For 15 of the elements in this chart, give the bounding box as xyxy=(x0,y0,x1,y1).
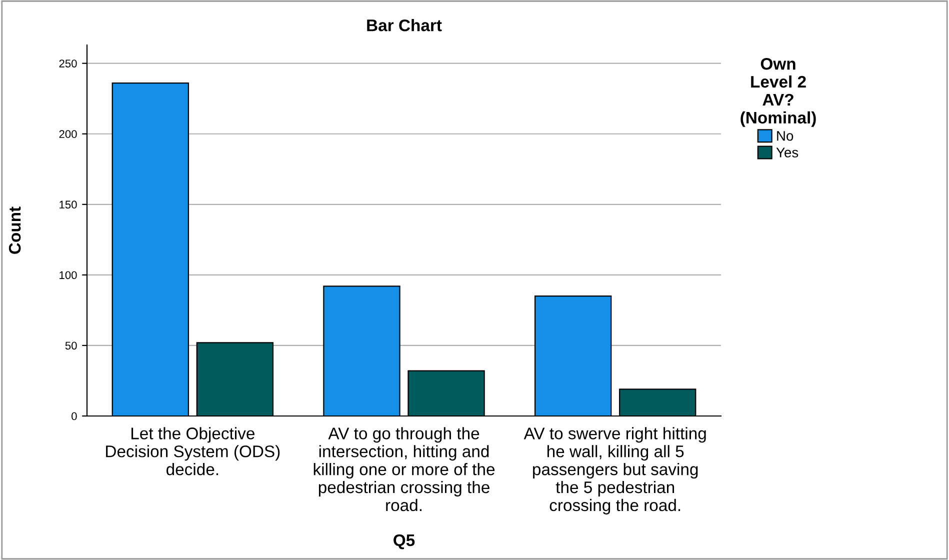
y-tick-label: 150 xyxy=(60,200,77,209)
x-tick-label: Let the Objective Decision System (ODS) decide. xyxy=(106,427,280,476)
chart-title: Bar Chart xyxy=(367,19,442,32)
y-tick-label: 250 xyxy=(59,60,77,68)
x-tick-label: AV to go through the intersection, hitting and killing one or more of the pedestrian crossing the road. xyxy=(314,427,495,512)
x-axis-title: Q5 xyxy=(394,534,415,550)
y-tick-label: 50 xyxy=(65,342,77,350)
y-tick-label: 0 xyxy=(72,412,77,420)
y-tick-label: 200 xyxy=(59,130,77,138)
legend-label: Yes xyxy=(776,148,798,158)
legend-title: Own Level 2 AV? (Nominal) xyxy=(740,58,816,127)
y-axis-title: Count xyxy=(8,206,21,254)
legend-label: No xyxy=(777,131,794,141)
y-tick-label: 100 xyxy=(60,271,77,280)
x-tick-label: AV to swerve right hitting he wall, killing all 5 passengers but saving the 5 pedestrian crossing the road. xyxy=(524,427,706,514)
